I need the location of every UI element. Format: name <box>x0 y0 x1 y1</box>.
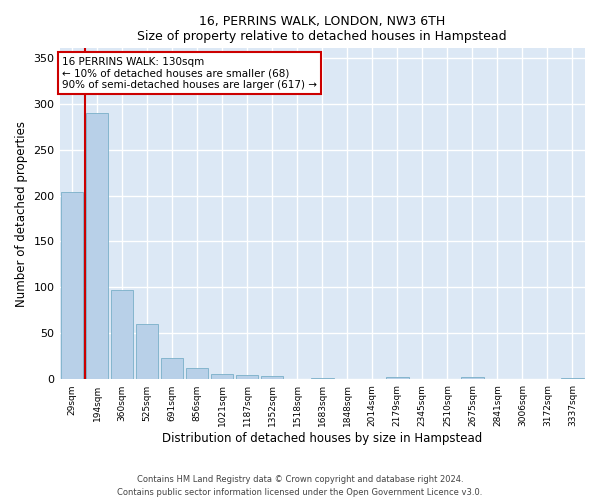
Bar <box>386 376 409 380</box>
Title: 16, PERRINS WALK, LONDON, NW3 6TH
Size of property relative to detached houses i: 16, PERRINS WALK, LONDON, NW3 6TH Size o… <box>137 15 507 43</box>
Bar <box>186 368 208 380</box>
Bar <box>111 290 133 380</box>
Bar <box>236 375 259 380</box>
Bar <box>261 376 283 380</box>
Text: 16 PERRINS WALK: 130sqm
← 10% of detached houses are smaller (68)
90% of semi-de: 16 PERRINS WALK: 130sqm ← 10% of detache… <box>62 56 317 90</box>
Bar <box>561 378 584 380</box>
Bar <box>161 358 184 380</box>
Bar <box>461 376 484 380</box>
Bar <box>136 324 158 380</box>
Text: Contains HM Land Registry data © Crown copyright and database right 2024.
Contai: Contains HM Land Registry data © Crown c… <box>118 476 482 497</box>
X-axis label: Distribution of detached houses by size in Hampstead: Distribution of detached houses by size … <box>162 432 482 445</box>
Bar <box>211 374 233 380</box>
Bar <box>61 192 83 380</box>
Bar <box>86 112 109 380</box>
Bar <box>311 378 334 380</box>
Y-axis label: Number of detached properties: Number of detached properties <box>15 121 28 307</box>
